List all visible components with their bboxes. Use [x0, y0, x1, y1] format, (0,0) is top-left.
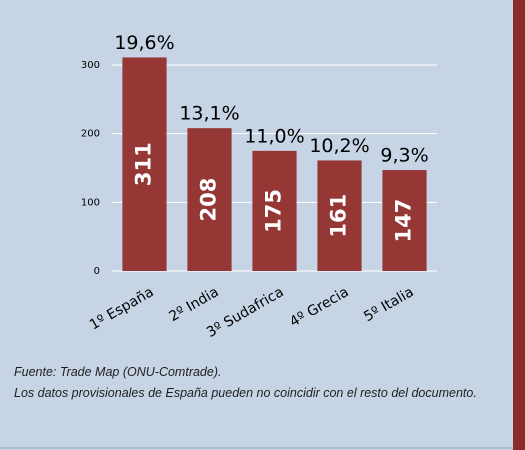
x-tick-label: 1º España	[87, 284, 157, 333]
bar	[187, 128, 232, 271]
bar	[252, 150, 297, 271]
bar	[122, 57, 167, 271]
y-tick-label: 200	[81, 129, 100, 140]
x-tick-label: 2º India	[166, 284, 221, 325]
x-tick-label: 4º Grecia	[287, 284, 351, 330]
bar-value-label: 311	[132, 142, 156, 186]
share-label: 11,0%	[244, 125, 304, 147]
share-label: 13,1%	[179, 103, 239, 125]
disclaimer-note: Los datos provisionales de España pueden…	[14, 386, 477, 400]
share-label: 19,6%	[114, 32, 174, 54]
x-tick-label: 5º Italia	[361, 284, 416, 325]
y-tick-label: 300	[81, 60, 100, 71]
source-note: Fuente: Trade Map (ONU-Comtrade).	[14, 365, 222, 379]
share-label: 9,3%	[380, 145, 428, 167]
bar-value-label: 161	[327, 194, 351, 238]
y-tick-label: 100	[81, 197, 100, 208]
bar	[382, 170, 427, 271]
bar-value-label: 208	[197, 178, 221, 222]
y-tick-label: 0	[94, 266, 100, 277]
side-strip	[513, 0, 525, 450]
share-label: 10,2%	[309, 135, 369, 157]
bar-value-label: 175	[262, 189, 286, 233]
bar	[317, 160, 362, 271]
bar-value-label: 147	[392, 199, 416, 243]
